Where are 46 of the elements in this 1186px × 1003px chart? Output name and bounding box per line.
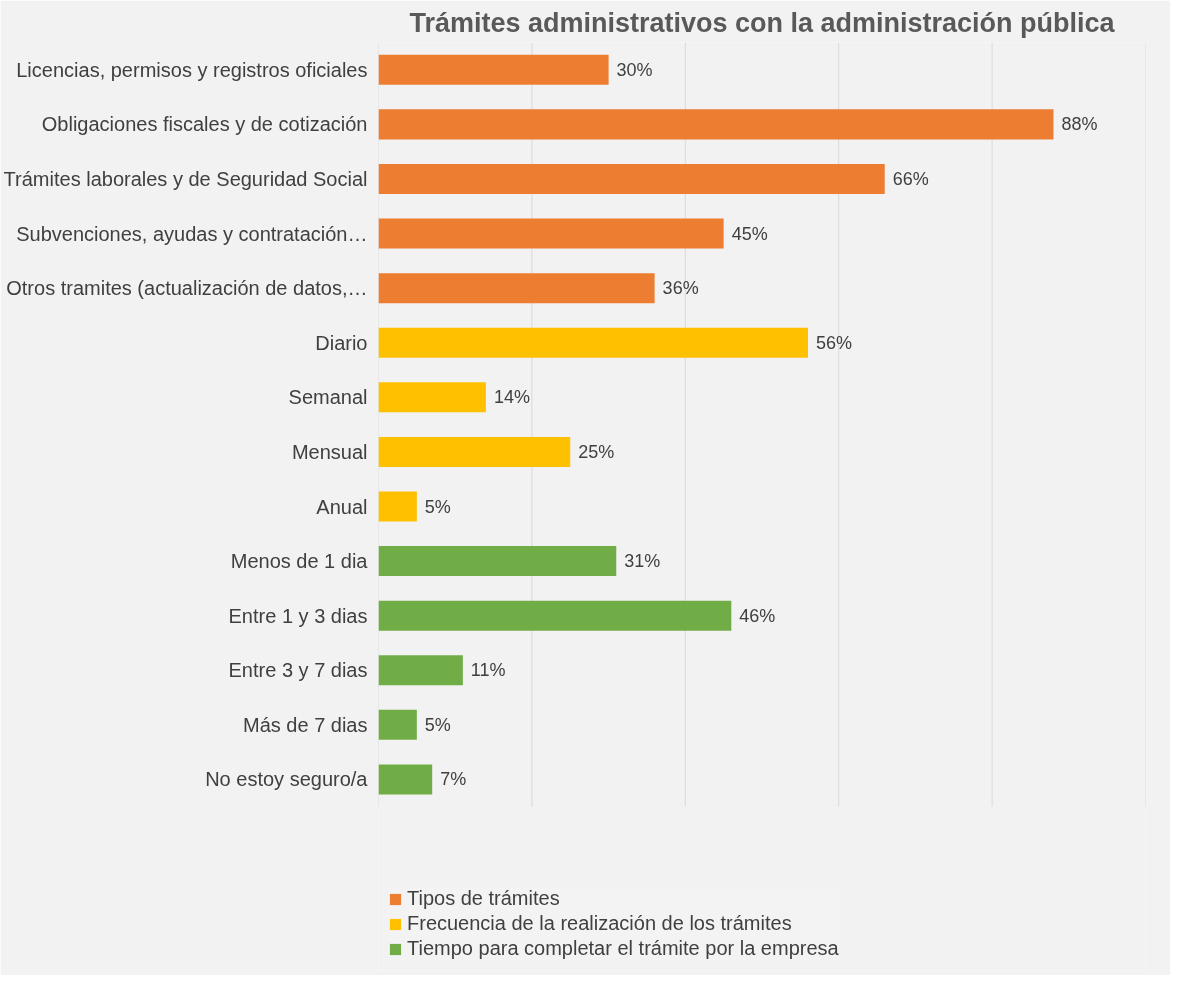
y-tick-label: Obligaciones fiscales y de cotización (41, 113, 368, 136)
data-label: 45% (731, 223, 768, 244)
data-label: 36% (662, 278, 699, 299)
data-label: 11% (470, 660, 506, 681)
y-tick-label: Diario (315, 331, 368, 354)
data-label: 14% (493, 387, 530, 408)
bar (378, 764, 433, 795)
y-tick-label: Semanal (288, 386, 368, 409)
bar (378, 327, 809, 358)
data-label: 7% (440, 769, 467, 790)
data-label: 46% (739, 605, 776, 626)
bar (378, 546, 617, 577)
y-tick-label: Entre 3 y 7 dias (228, 659, 368, 682)
data-label: 30% (616, 59, 653, 80)
data-label: 31% (624, 551, 661, 572)
y-tick-label: Otros tramites (actualización de datos,… (6, 277, 368, 300)
bar (378, 709, 417, 740)
bar (378, 273, 655, 304)
data-label: 56% (816, 332, 853, 353)
data-label: 25% (578, 441, 615, 462)
y-tick-label: Licencias, permisos y registros oficiales (16, 58, 368, 81)
data-label: 66% (892, 168, 929, 189)
bar (378, 436, 571, 467)
chart-title: Trámites administrativos con la administración pública (409, 7, 1116, 38)
legend-label: Frecuencia de la realización de los trámites (407, 912, 792, 935)
y-tick-label: Trámites laborales y de Seguridad Social (3, 167, 368, 190)
y-tick-label: No estoy seguro/a (205, 768, 369, 791)
bar (378, 382, 486, 413)
y-tick-label: Entre 1 y 3 dias (228, 604, 368, 627)
data-label: 5% (424, 714, 451, 735)
data-label: 88% (1061, 114, 1098, 135)
y-tick-label: Menos de 1 dia (230, 550, 369, 573)
bar (378, 491, 417, 522)
bar (378, 655, 463, 686)
y-tick-label: Más de 7 dias (242, 713, 368, 736)
bar (378, 218, 724, 249)
bar (378, 600, 732, 631)
y-tick-label: Subvenciones, ayudas y contratación… (16, 222, 368, 245)
bar (378, 54, 609, 85)
legend-label: Tiempo para completar el trámite por la empresa (407, 937, 839, 960)
y-tick-label: Anual (316, 495, 368, 518)
legend-label: Tipos de trámites (407, 887, 560, 910)
bar (378, 109, 1054, 140)
bar (378, 163, 885, 194)
data-label: 5% (424, 496, 451, 517)
y-tick-label: Mensual (291, 440, 368, 463)
